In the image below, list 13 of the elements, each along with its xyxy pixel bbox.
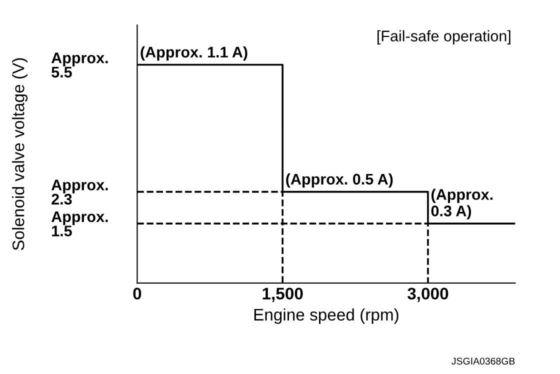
y-tick-label: Approx. 5.5 bbox=[51, 52, 108, 78]
x-axis-title: Engine speed (rpm) bbox=[254, 308, 398, 324]
y-tick-label: Approx. 2.3 bbox=[51, 180, 108, 205]
x-tick-label: 0 bbox=[133, 288, 142, 300]
y-axis-title: Solenoid valve voltage (V) bbox=[12, 58, 28, 250]
annotation: [Fail-safe operation] bbox=[377, 30, 510, 44]
annotation: (Approx. 0.3 A) bbox=[431, 188, 492, 220]
annotation: (Approx. 1.1 A) bbox=[140, 46, 248, 61]
y-tick-label: Approx. 1.5 bbox=[51, 211, 108, 236]
annotation: (Approx. 0.5 A) bbox=[286, 173, 393, 188]
text: JSGIA0368GB bbox=[452, 358, 515, 365]
x-tick-label: 1,500 bbox=[262, 288, 303, 302]
x-tick-label: 3,000 bbox=[408, 288, 448, 302]
